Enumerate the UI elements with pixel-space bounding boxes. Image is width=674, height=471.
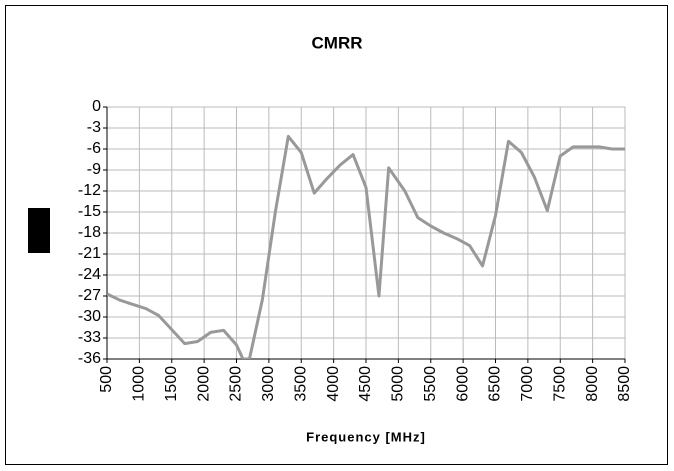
x-tick-label: 8000 bbox=[584, 366, 601, 402]
x-tick-label: 500 bbox=[98, 366, 115, 393]
chart-title: CMRR bbox=[312, 33, 363, 52]
x-tick-label: 6000 bbox=[454, 366, 471, 402]
x-tick-label: 7000 bbox=[519, 366, 536, 402]
x-tick-label: 8500 bbox=[616, 366, 633, 402]
data-line bbox=[107, 134, 625, 359]
x-tick-label: 7500 bbox=[551, 366, 568, 402]
y-tick-label: -33 bbox=[78, 329, 101, 346]
y-tick-label: -36 bbox=[78, 350, 101, 367]
x-tick-label: 1500 bbox=[163, 366, 180, 402]
x-tick-label: 6500 bbox=[487, 366, 504, 402]
x-tick-label: 1000 bbox=[131, 366, 148, 402]
x-tick-label: 4500 bbox=[357, 366, 374, 402]
y-tick-label: -27 bbox=[78, 287, 101, 304]
y-tick-label: 0 bbox=[92, 98, 101, 115]
y-tick-label: -12 bbox=[78, 182, 101, 199]
x-tick-label: 3500 bbox=[292, 366, 309, 402]
x-tick-label: 4000 bbox=[325, 366, 342, 402]
y-tick-label: -30 bbox=[78, 308, 101, 325]
y-tick-label: -9 bbox=[87, 161, 101, 178]
y-tick-label: -3 bbox=[87, 119, 101, 136]
x-tick-label: 5500 bbox=[422, 366, 439, 402]
chart-frame bbox=[5, 5, 668, 465]
x-tick-label: 2500 bbox=[228, 366, 245, 402]
y-tick-label: -6 bbox=[87, 140, 101, 157]
y-tick-label: -18 bbox=[78, 224, 101, 241]
y-tick-label: -21 bbox=[78, 245, 101, 262]
x-axis-label: Frequency [MHz] bbox=[306, 429, 426, 444]
redacted-y-label bbox=[28, 208, 50, 253]
x-tick-label: 3000 bbox=[260, 366, 277, 402]
x-tick-label: 5000 bbox=[390, 366, 407, 402]
y-tick-label: -24 bbox=[78, 266, 101, 283]
y-tick-label: -15 bbox=[78, 203, 101, 220]
x-tick-label: 2000 bbox=[195, 366, 212, 402]
